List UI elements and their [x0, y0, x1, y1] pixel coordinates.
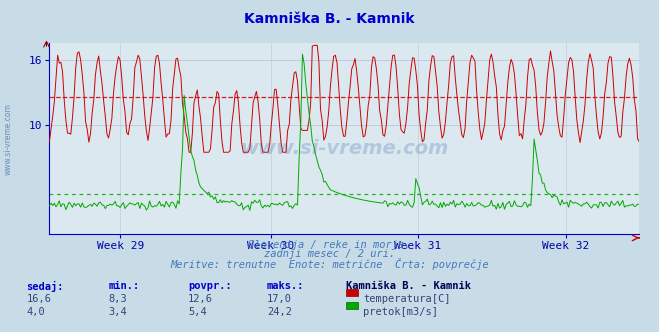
- Text: Kamniška B. - Kamnik: Kamniška B. - Kamnik: [346, 281, 471, 290]
- Text: 24,2: 24,2: [267, 307, 292, 317]
- Text: Meritve: trenutne  Enote: metrične  Črta: povprečje: Meritve: trenutne Enote: metrične Črta: …: [170, 258, 489, 270]
- Text: Slovenija / reke in morje.: Slovenija / reke in morje.: [248, 240, 411, 250]
- Text: www.si-vreme.com: www.si-vreme.com: [240, 139, 449, 158]
- Text: 12,6: 12,6: [188, 294, 213, 304]
- Text: maks.:: maks.:: [267, 281, 304, 290]
- Text: 17,0: 17,0: [267, 294, 292, 304]
- Text: temperatura[C]: temperatura[C]: [363, 294, 451, 304]
- Text: 16,6: 16,6: [26, 294, 51, 304]
- Text: 3,4: 3,4: [109, 307, 127, 317]
- Text: www.si-vreme.com: www.si-vreme.com: [4, 104, 13, 175]
- Text: 8,3: 8,3: [109, 294, 127, 304]
- Text: min.:: min.:: [109, 281, 140, 290]
- Text: Kamniška B. - Kamnik: Kamniška B. - Kamnik: [244, 12, 415, 26]
- Text: sedaj:: sedaj:: [26, 281, 64, 291]
- Text: zadnji mesec / 2 uri.: zadnji mesec / 2 uri.: [264, 249, 395, 259]
- Text: 5,4: 5,4: [188, 307, 206, 317]
- Text: 4,0: 4,0: [26, 307, 45, 317]
- Text: pretok[m3/s]: pretok[m3/s]: [363, 307, 438, 317]
- Text: povpr.:: povpr.:: [188, 281, 231, 290]
